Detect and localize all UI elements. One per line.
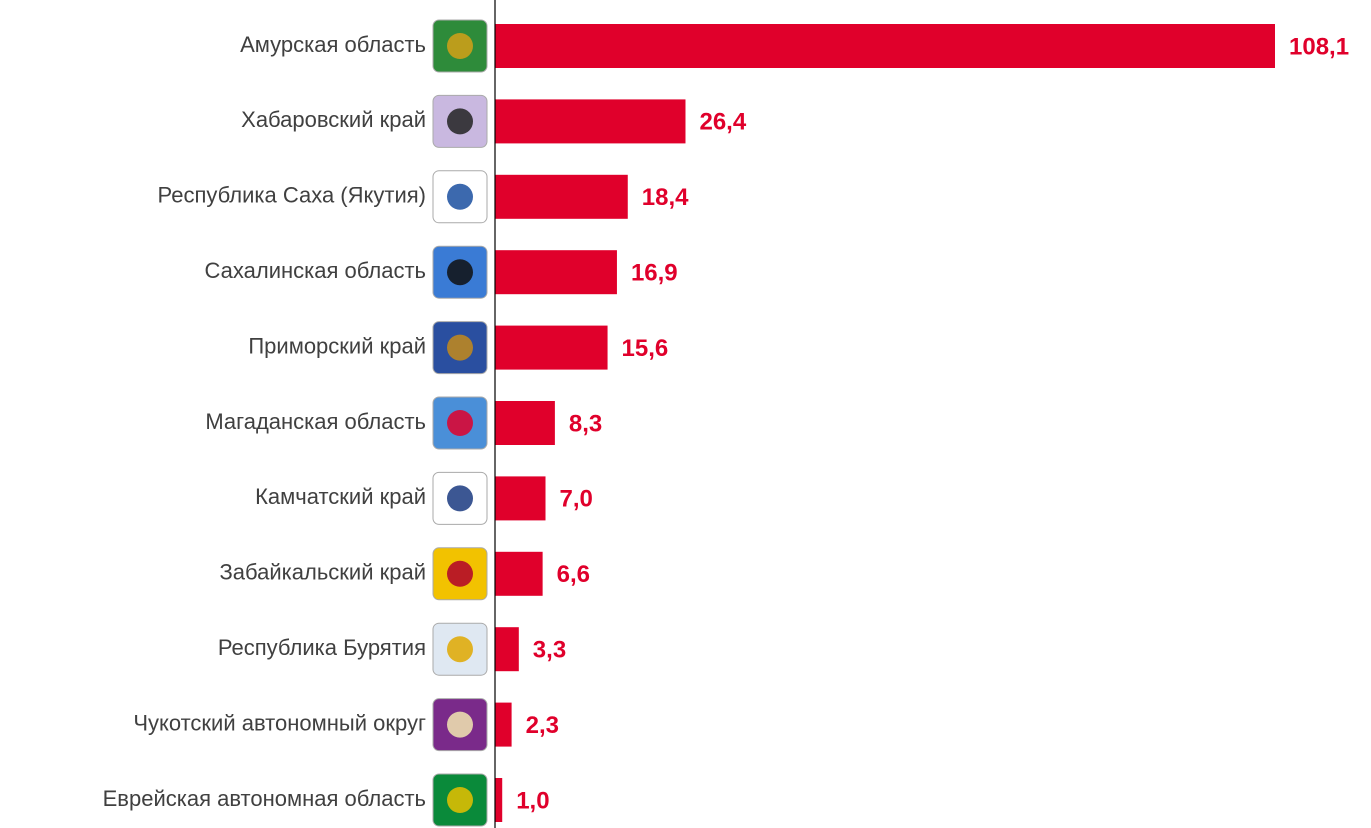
category-label: Хабаровский край [241,107,426,132]
region-emblem [432,19,488,73]
category-label: Республика Саха (Якутия) [158,183,426,208]
category-label: Камчатский край [255,484,426,509]
emblem-figure [447,560,473,587]
region-emblem [432,698,488,752]
category-label: Приморский край [248,333,426,358]
value-label: 18,4 [642,184,689,211]
emblem-figure [447,259,473,286]
bar [495,551,543,596]
region-emblem [432,170,488,224]
value-label: 6,6 [557,561,590,588]
value-label: 108,1 [1289,33,1349,60]
emblem-figure [447,410,473,436]
region-emblem [432,396,488,450]
category-label: Магаданская область [205,409,426,434]
bar [495,778,503,822]
category-label: Амурская область [240,32,426,57]
value-label: 1,0 [516,787,549,814]
bar [495,99,686,144]
emblem-figure [447,183,473,210]
value-label: 2,3 [526,712,559,739]
region-emblem [432,471,488,525]
region-emblem [432,547,488,601]
region-emblem [432,94,488,148]
category-label: Еврейская автономная область [103,786,426,811]
value-label: 8,3 [569,410,602,437]
value-label: 15,6 [622,335,669,362]
bar [495,174,628,219]
emblem-figure [447,108,473,135]
bar [495,627,519,672]
bar [495,401,555,445]
emblem-figure [447,33,473,59]
category-label: Чукотский автономный округ [133,710,426,735]
bar [495,250,617,295]
value-label: 26,4 [699,109,746,136]
region-emblem [432,245,488,299]
category-label: Сахалинская область [205,258,426,283]
region-emblem [432,622,488,676]
bar [495,702,512,747]
region-emblem [432,321,488,375]
emblem-figure [447,334,473,361]
emblem-figure [447,787,473,813]
region-emblem [432,773,488,827]
bar [495,24,1275,68]
value-label: 16,9 [631,260,678,287]
emblem-figure [447,485,473,512]
category-label: Забайкальский край [220,560,427,585]
bar [495,476,546,521]
value-label: 3,3 [533,637,566,664]
bar [495,325,608,370]
value-label: 7,0 [560,486,593,513]
emblem-figure [447,711,473,738]
category-label: Республика Бурятия [218,635,426,660]
emblem-figure [447,636,473,663]
